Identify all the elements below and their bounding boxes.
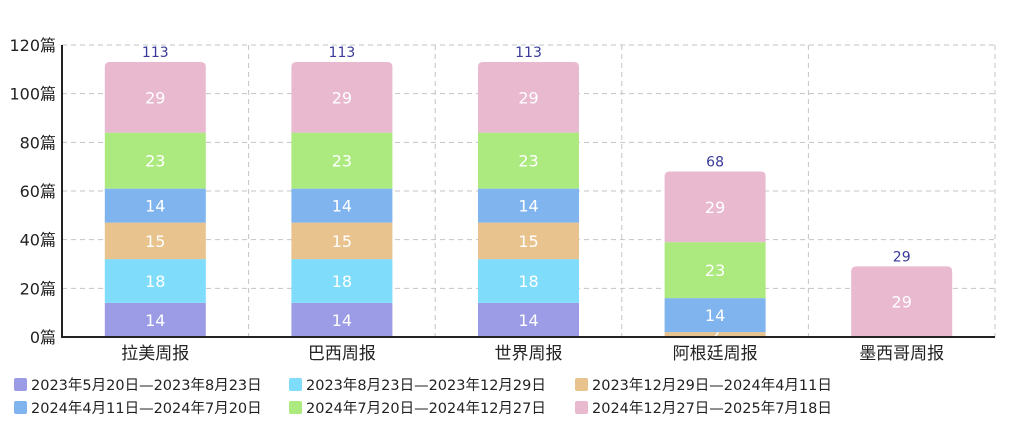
x-tick-label: 拉美周报 [121, 344, 189, 364]
y-tick-label: 80篇 [20, 133, 56, 152]
bar-total-label: 113 [329, 45, 356, 61]
bar-segment-label: 23 [705, 261, 725, 280]
bar-segment-label: 29 [705, 198, 725, 217]
bar-segment [104, 222, 206, 260]
chart-svg: 0篇 20篇 40篇 60篇 80篇 100篇 120篇 14 18 15 14 23 29 113 拉美周… [9, 36, 996, 364]
legend-swatch [575, 377, 588, 391]
legend-swatch [14, 400, 27, 414]
x-tick-label: 墨西哥周报 [859, 344, 944, 364]
bar-segment [291, 132, 393, 189]
legend-swatch [289, 400, 302, 414]
bar-segment-label: 29 [145, 88, 165, 107]
bar-segment-label: 15 [518, 232, 538, 251]
bar-segment-label: 14 [332, 197, 352, 216]
bar-segment-label: 29 [518, 88, 538, 107]
x-tick-label: 世界周报 [495, 344, 563, 364]
bar-segment [291, 302, 393, 337]
legend-item: 2024年7月20日—2024年12月27日 [289, 397, 546, 417]
bar-segment-label: 14 [145, 197, 165, 216]
bar-segment [664, 171, 766, 243]
bar-segment [291, 62, 393, 133]
legend-label: 2024年7月20日—2024年12月27日 [306, 400, 546, 417]
bar-total-label: 29 [893, 249, 911, 265]
bar-segment [478, 222, 579, 260]
y-tick-label: 20篇 [20, 279, 56, 298]
bar-segment [104, 132, 206, 189]
y-tick-label: 120篇 [9, 36, 56, 55]
bar-segment-label: 18 [332, 272, 352, 291]
bar-segment-label: 23 [332, 152, 352, 171]
legend-label: 2024年4月11日—2024年7月20日 [31, 400, 262, 417]
legend-item: 2024年12月27日—2025年7月18日 [575, 397, 832, 417]
bar-segment-label: 18 [518, 272, 538, 291]
y-tick-label: 100篇 [9, 85, 56, 104]
bar-segment [478, 302, 579, 337]
bar-segment [851, 266, 953, 337]
legend-item: 2023年8月23日—2023年12月29日 [289, 374, 546, 394]
bar-segment [104, 62, 206, 133]
legend: 2023年5月20日—2023年8月23日 2023年8月23日—2023年12月… [14, 374, 1014, 418]
bar-segment-label: 14 [518, 311, 538, 330]
bar-segment-label: 23 [518, 152, 538, 171]
legend-label: 2024年12月27日—2025年7月18日 [592, 400, 832, 417]
legend-item: 2023年5月20日—2023年8月23日 [14, 374, 262, 394]
bar-segment-label: 2 [710, 326, 720, 345]
bar-segment [291, 222, 393, 260]
bar-segment [104, 302, 206, 337]
y-tick-label: 0篇 [30, 328, 56, 347]
bar-segment-label: 14 [705, 306, 725, 325]
legend-item: 2024年4月11日—2024年7月20日 [14, 397, 262, 417]
bar-segment-label: 14 [518, 197, 538, 216]
legend-swatch [289, 377, 302, 391]
bar-segment-label: 15 [332, 232, 352, 251]
bar-segment [664, 242, 766, 299]
bar-segment [478, 188, 579, 223]
bar-segment-label: 14 [332, 311, 352, 330]
legend-item: 2023年12月29日—2024年4月11日 [575, 374, 832, 394]
bar-total-label: 68 [706, 155, 724, 171]
legend-label: 2023年12月29日—2024年4月11日 [592, 377, 832, 394]
bar-segment [478, 132, 579, 189]
legend-swatch [14, 377, 27, 391]
x-tick-label: 巴西周报 [308, 344, 376, 364]
bar-segment-label: 23 [145, 152, 165, 171]
bar-segment [664, 298, 766, 333]
legend-swatch [575, 400, 588, 414]
x-tick-label: 阿根廷周报 [673, 344, 758, 364]
legend-label: 2023年5月20日—2023年8月23日 [31, 377, 262, 394]
bar-segment-label: 18 [145, 272, 165, 291]
bar-total-label: 113 [515, 45, 542, 61]
bar-segment-label: 29 [892, 293, 912, 312]
y-tick-label: 60篇 [20, 182, 56, 201]
bar-segment [478, 62, 579, 133]
bar-segment [664, 332, 766, 337]
legend-label: 2023年8月23日—2023年12月29日 [306, 377, 546, 394]
bar-total-label: 113 [142, 45, 169, 61]
bar-segment-label: 15 [145, 232, 165, 251]
bar-segment-label: 29 [332, 88, 352, 107]
bar-segment [104, 188, 206, 223]
bar-segment [291, 188, 393, 223]
bar-segment [291, 259, 393, 303]
bar-segment [104, 259, 206, 303]
bar-segment [478, 259, 579, 303]
y-tick-label: 40篇 [20, 231, 56, 250]
bar-segment-label: 14 [145, 311, 165, 330]
